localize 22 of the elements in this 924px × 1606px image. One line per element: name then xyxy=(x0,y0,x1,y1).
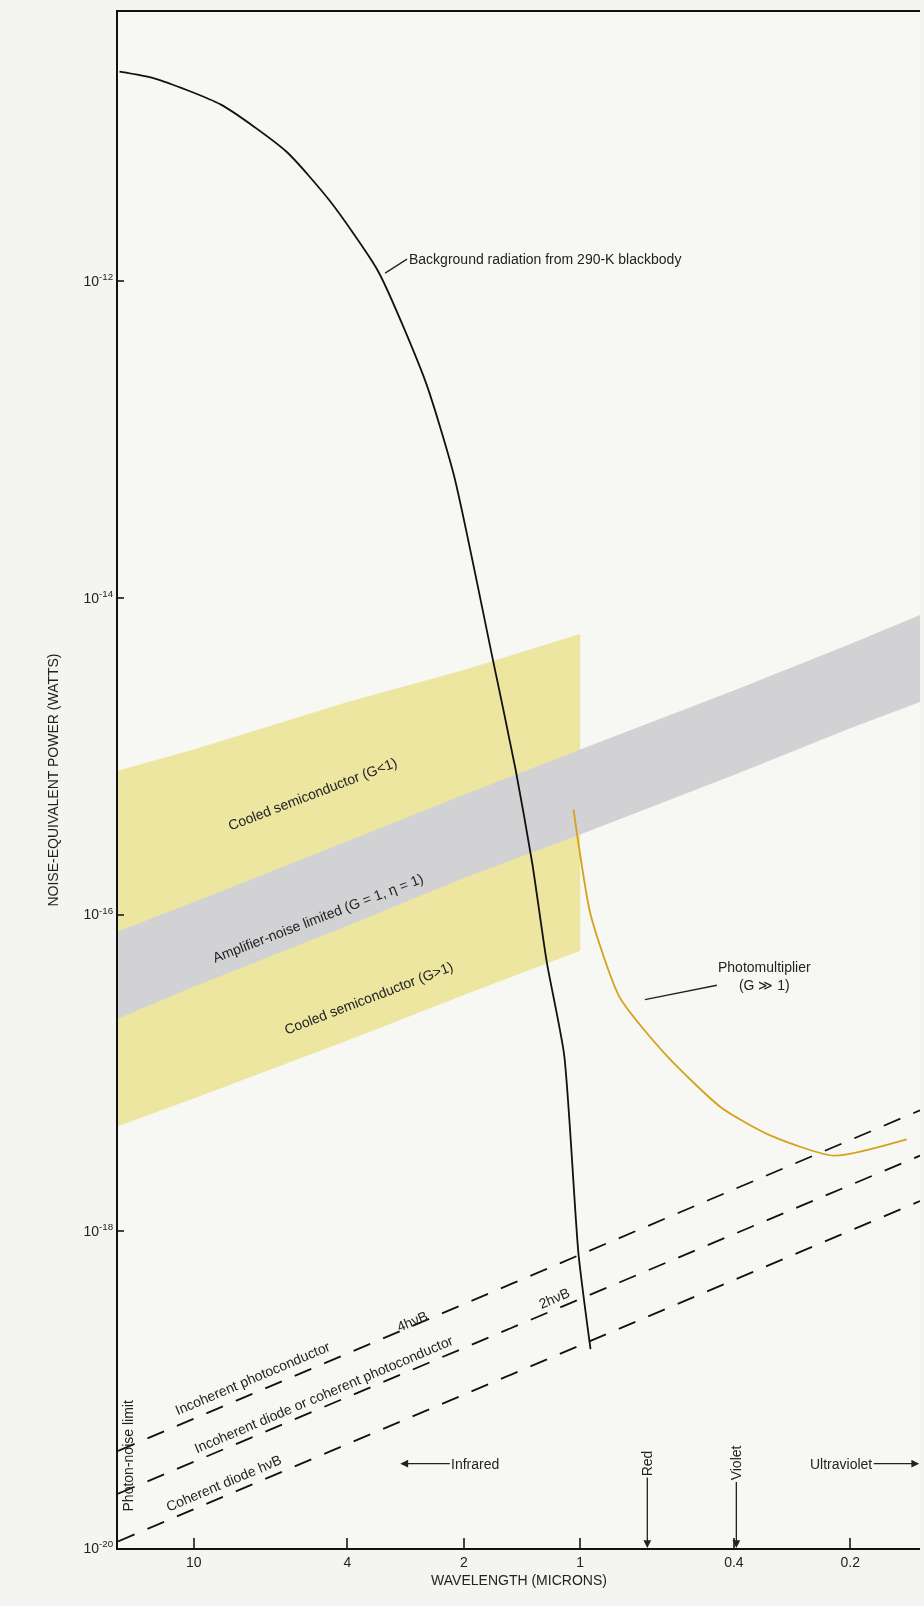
x-tick-label: 0.4 xyxy=(724,1553,744,1570)
y-tick-label: 10$^{-18}$ xyxy=(83,1221,114,1240)
annotation: Ultraviolet xyxy=(810,1456,873,1472)
annotation: Violet xyxy=(728,1445,745,1481)
annotation: Photomultiplier (G ≫ 1) xyxy=(718,959,811,994)
x-tick-label: 4 xyxy=(343,1553,352,1570)
y-tick-label: 10$^{-16}$ xyxy=(83,904,114,923)
y-tick-label: 10$^{-20}$ xyxy=(83,1538,114,1556)
x-tick-label: 2 xyxy=(459,1553,468,1570)
x-tick-label: 0.2 xyxy=(840,1553,861,1570)
annotation: 2hνB xyxy=(536,1284,572,1312)
y-axis-title: NOISE-EQUIVALENT POWER (WATTS) xyxy=(44,653,61,907)
annotation: 4hνB xyxy=(394,1307,430,1335)
x-tick-label: 1 xyxy=(576,1553,585,1570)
y-tick-label: 10$^{-12}$ xyxy=(83,271,114,289)
annotation: Background radiation from 290-K blackbody xyxy=(409,251,682,267)
x-axis-title: WAVELENGTH (MICRONS) xyxy=(431,1571,607,1588)
annotation: Infrared xyxy=(451,1456,500,1472)
x-tick-label: 10 xyxy=(185,1553,202,1570)
annotation: Red xyxy=(639,1450,656,1477)
y-tick-label: 10$^{-14}$ xyxy=(83,587,114,606)
annotation: Photon-noise limit xyxy=(119,1400,136,1512)
